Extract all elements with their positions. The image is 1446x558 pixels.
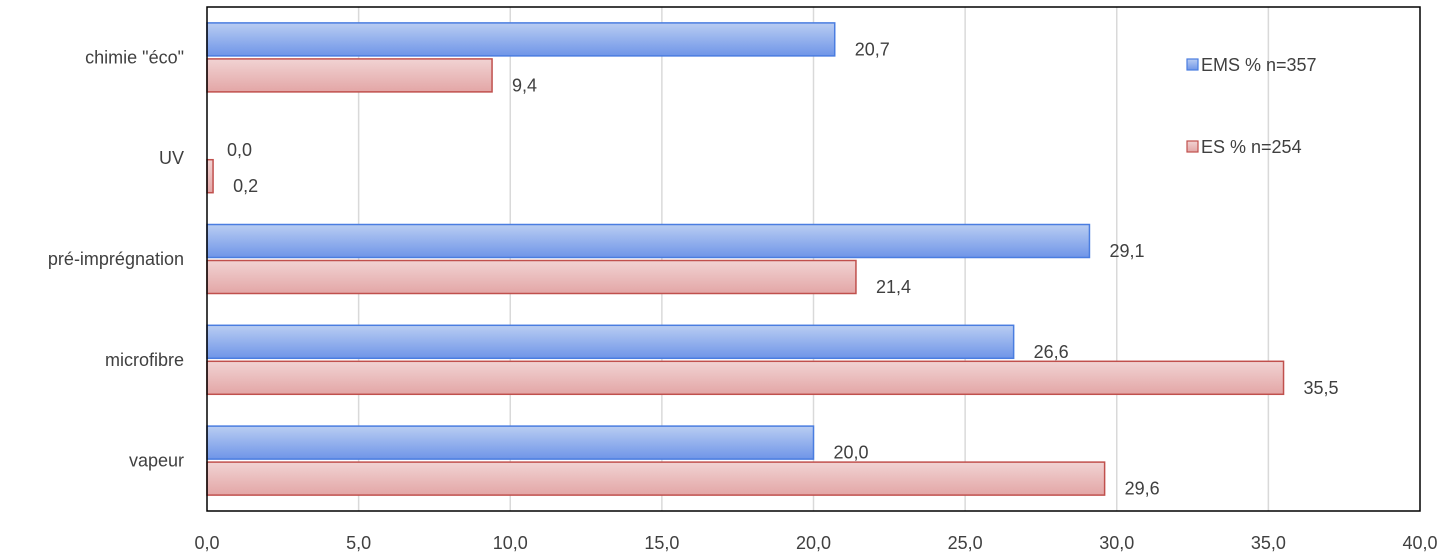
data-label: 29,1 (1109, 241, 1144, 261)
category-label: vapeur (129, 451, 184, 471)
data-label: 29,6 (1125, 479, 1160, 499)
x-tick-label: 35,0 (1251, 533, 1286, 553)
category-label: chimie "éco" (85, 47, 184, 67)
x-tick-label: 5,0 (346, 533, 371, 553)
legend-swatch (1186, 58, 1199, 71)
x-tick-label: 25,0 (948, 533, 983, 553)
bar-ems (206, 425, 815, 460)
x-tick-label: 30,0 (1099, 533, 1134, 553)
bar-es (206, 360, 1285, 396)
data-label: 9,4 (512, 75, 537, 95)
x-tick-label: 0,0 (194, 533, 219, 553)
bar-es (206, 58, 493, 93)
x-tick-label: 20,0 (796, 533, 831, 553)
category-label: pré-imprégnation (48, 249, 184, 269)
category-label: microfibre (105, 350, 184, 370)
gridlines (357, 7, 1270, 511)
data-label: 20,7 (855, 39, 890, 59)
x-tick-label: 10,0 (493, 533, 528, 553)
legend-label: ES % n=254 (1201, 137, 1302, 157)
bar-es (206, 461, 1106, 496)
plot-area-border (206, 6, 1421, 512)
category-label: UV (159, 148, 184, 168)
data-label: 0,2 (233, 176, 258, 196)
legend-label: EMS % n=357 (1201, 55, 1317, 75)
data-label: 35,5 (1304, 378, 1339, 398)
data-label: 20,0 (834, 443, 869, 463)
legend-swatch (1186, 140, 1199, 153)
bar-ems (206, 223, 1091, 259)
x-tick-label: 15,0 (644, 533, 679, 553)
bar-es (206, 158, 214, 194)
category-axis-labels: chimie "éco" UV pré-imprégnation microfibre… (48, 47, 184, 470)
x-tick-label: 40,0 (1402, 533, 1437, 553)
bar-ems (206, 324, 1015, 360)
data-label: 21,4 (876, 277, 911, 297)
value-axis-tick-labels: 0,0 5,0 10,0 15,0 20,0 25,0 30,0 35,0 40,0 (194, 533, 1437, 553)
data-labels: 20,7 9,4 0,0 0,2 29,1 21,4 26,6 35,5 20,0 29,6 (227, 39, 1339, 498)
legend: EMS % n=357 ES % n=254 (1186, 55, 1317, 157)
data-label: 0,0 (227, 140, 252, 160)
bars (206, 22, 1285, 496)
bar-ems (206, 22, 836, 57)
bar-es (206, 259, 857, 295)
data-label: 26,6 (1034, 342, 1069, 362)
